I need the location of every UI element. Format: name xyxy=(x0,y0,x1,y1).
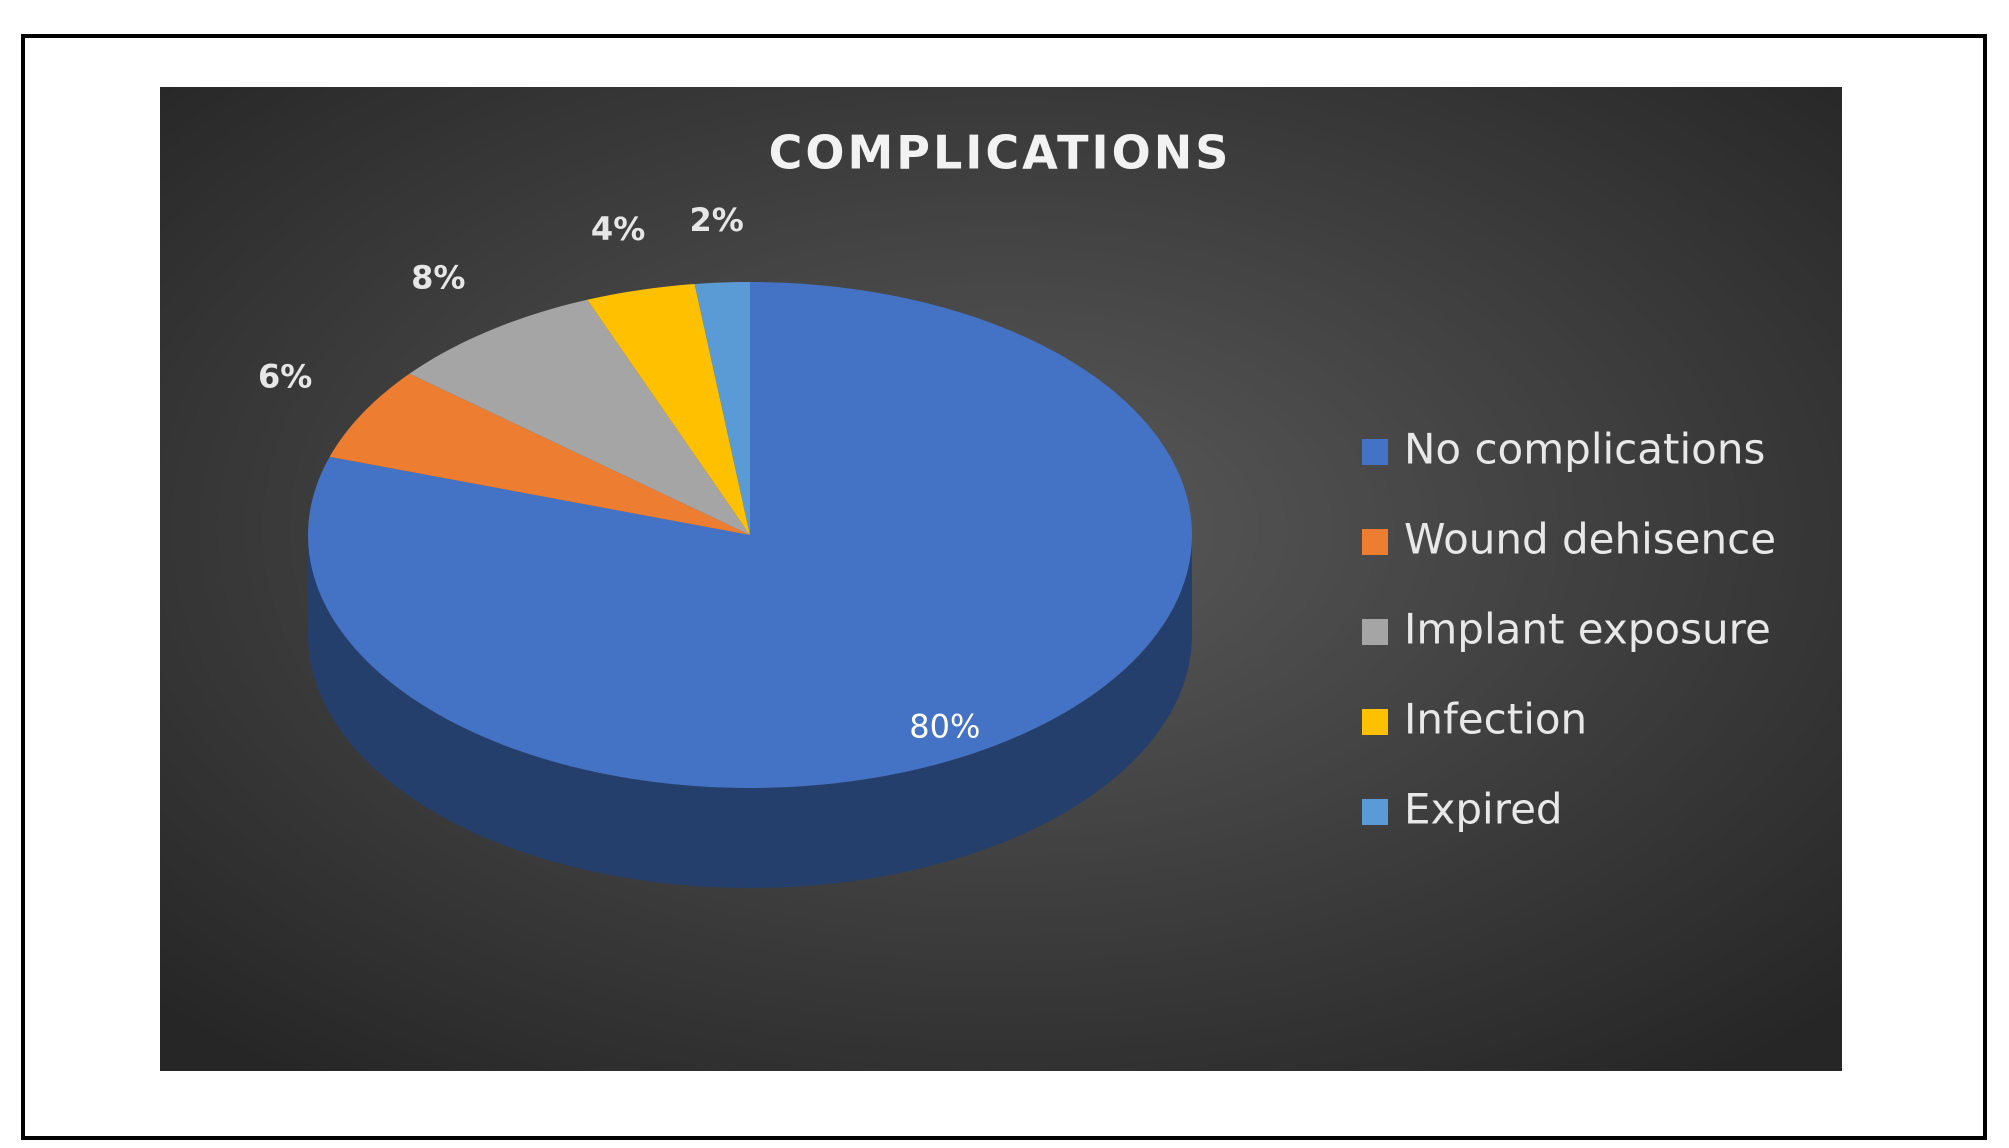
data-label: 6% xyxy=(258,358,312,396)
legend-label: Expired xyxy=(1404,785,1563,834)
legend-label: Implant exposure xyxy=(1404,605,1771,654)
chart-title: COMPLICATIONS xyxy=(769,126,1232,180)
legend-label: Wound dehisence xyxy=(1404,515,1776,564)
legend-label: Infection xyxy=(1404,695,1587,744)
legend-label: No complications xyxy=(1404,425,1765,474)
slice-side xyxy=(308,535,1192,888)
data-label: 80% xyxy=(909,708,980,746)
legend-swatch xyxy=(1362,439,1388,465)
pie-slice xyxy=(409,299,750,535)
legend-swatch xyxy=(1362,619,1388,645)
legend-swatch xyxy=(1362,709,1388,735)
data-label: 8% xyxy=(411,258,465,296)
data-label: 2% xyxy=(690,201,744,239)
pie-slice xyxy=(587,283,750,535)
pie-slice xyxy=(694,282,750,535)
legend-swatch xyxy=(1362,799,1388,825)
pie-slice xyxy=(329,373,750,535)
data-label: 4% xyxy=(591,210,645,248)
legend-swatch xyxy=(1362,529,1388,555)
